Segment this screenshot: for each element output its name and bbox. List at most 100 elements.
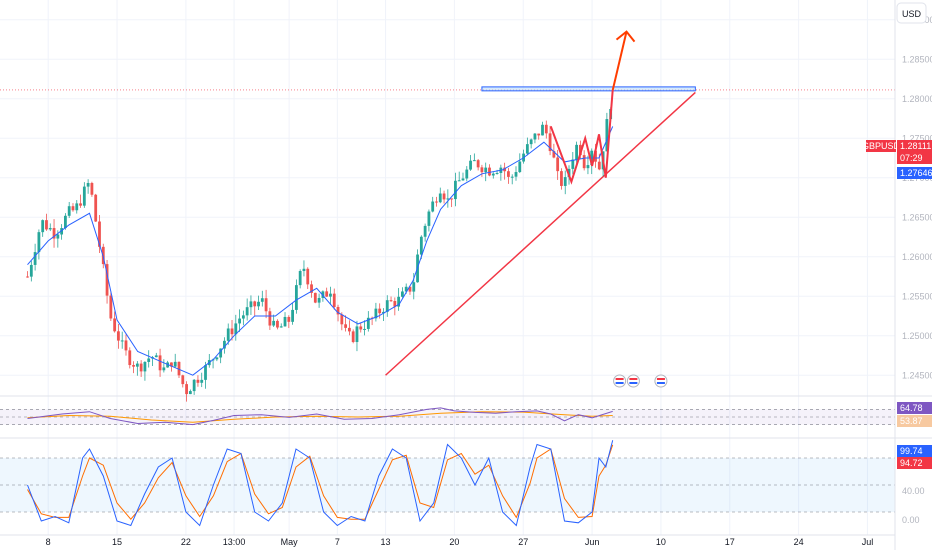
candle-body	[438, 193, 442, 203]
candle-body	[33, 252, 37, 265]
time-tick: 24	[794, 537, 804, 547]
candle-body	[139, 363, 143, 372]
currency-label: USD	[902, 9, 922, 19]
candle-body	[90, 183, 94, 195]
arrow-head[interactable]	[615, 30, 636, 43]
candle-body	[113, 318, 117, 332]
candle-body	[382, 311, 385, 314]
candle-body	[188, 391, 192, 395]
candle-body	[143, 361, 147, 372]
candle-body	[109, 295, 113, 319]
zigzag-polyline[interactable]	[549, 90, 614, 185]
candle-body	[60, 228, 64, 235]
stoch-tick-40: 40.00	[902, 486, 925, 496]
candle-body	[446, 198, 450, 200]
pattern-zigzag[interactable]	[549, 90, 614, 185]
candle-body	[234, 323, 238, 335]
candle-body	[264, 298, 268, 312]
candle-body	[268, 311, 272, 326]
candle-body	[332, 293, 336, 307]
resistance-rect[interactable]	[481, 86, 696, 92]
stoch-d-badge	[897, 457, 932, 469]
candle-body	[431, 201, 435, 212]
candle-body	[344, 324, 348, 328]
candle-body	[287, 316, 291, 322]
candle-body	[401, 291, 404, 297]
us-flag-icon[interactable]	[654, 374, 668, 388]
stoch-tick-0: 0.00	[902, 515, 920, 525]
candle-body	[412, 282, 416, 292]
price-tick: 1.24500	[902, 370, 932, 380]
candle-body	[226, 328, 230, 341]
candle-body	[204, 365, 207, 380]
candle-body	[185, 384, 188, 395]
candle-body	[556, 157, 560, 172]
us-flag-icon[interactable]	[626, 374, 640, 388]
time-tick: 7	[335, 537, 340, 547]
candle-body	[79, 203, 82, 206]
main-pane[interactable]	[0, 0, 932, 535]
rsi-pane[interactable]	[0, 407, 895, 426]
price-tick: 1.28500	[902, 54, 932, 64]
candle-body	[472, 160, 476, 162]
resistance-zone[interactable]	[481, 86, 696, 92]
candle-body	[503, 167, 507, 172]
candle-body	[548, 133, 552, 152]
time-tick: Jul	[862, 537, 874, 547]
candle-body	[393, 301, 397, 307]
candle-body	[132, 365, 135, 367]
candle-body	[98, 221, 101, 247]
us-flag-icon[interactable]	[613, 374, 627, 388]
candle-body	[241, 315, 245, 319]
candle-body	[257, 301, 260, 307]
candle-body	[552, 151, 556, 158]
price-tick: 1.28000	[902, 94, 932, 104]
stoch-pane[interactable]	[0, 440, 895, 527]
support-trendline[interactable]	[385, 91, 696, 376]
candlestick-series	[26, 107, 613, 402]
time-tick: 13	[381, 537, 391, 547]
time-tick: 13:00	[223, 537, 246, 547]
candle-body	[525, 144, 529, 154]
candle-body	[347, 327, 351, 332]
candle-body	[340, 314, 344, 325]
candle-body	[135, 363, 139, 367]
candle-body	[56, 234, 60, 239]
candle-body	[67, 206, 71, 216]
candle-body	[294, 285, 298, 310]
candle-body	[48, 228, 52, 230]
ma-price-badge	[897, 167, 932, 179]
candle-body	[117, 331, 120, 341]
candle-body	[397, 296, 401, 307]
flag-stripe	[629, 378, 638, 380]
event-markers[interactable]	[613, 374, 668, 388]
candle-body	[544, 124, 548, 134]
trendline-segment[interactable]	[385, 91, 696, 376]
candle-body	[419, 236, 423, 255]
projection-arrow[interactable]	[611, 30, 636, 91]
candle-body	[276, 320, 279, 328]
candle-body	[124, 340, 128, 351]
candle-body	[245, 307, 249, 316]
price-tick: 1.25000	[902, 331, 932, 341]
flag-stripe	[615, 382, 624, 384]
candle-body	[249, 301, 253, 308]
candle-body	[563, 177, 567, 186]
candle-body	[196, 379, 200, 383]
candle-body	[560, 171, 563, 186]
currency-button[interactable]: USD	[896, 2, 927, 24]
time-tick: 17	[725, 537, 735, 547]
candle-body	[465, 169, 469, 179]
rsi-value-badge	[897, 402, 932, 414]
candle-body	[321, 291, 325, 298]
candle-body	[219, 348, 223, 358]
candle-body	[597, 161, 601, 170]
candle-body	[408, 286, 412, 292]
stoch-d-label: 94.72	[900, 458, 923, 468]
candle-body	[355, 326, 359, 343]
time-axis[interactable]: 8 15 22 13:00 May 7 13 20 27 Jun 10 17 24 Jul	[0, 534, 895, 547]
arrow-shaft[interactable]	[611, 31, 628, 91]
symbol-badge	[866, 140, 896, 152]
candle-body	[279, 326, 283, 328]
